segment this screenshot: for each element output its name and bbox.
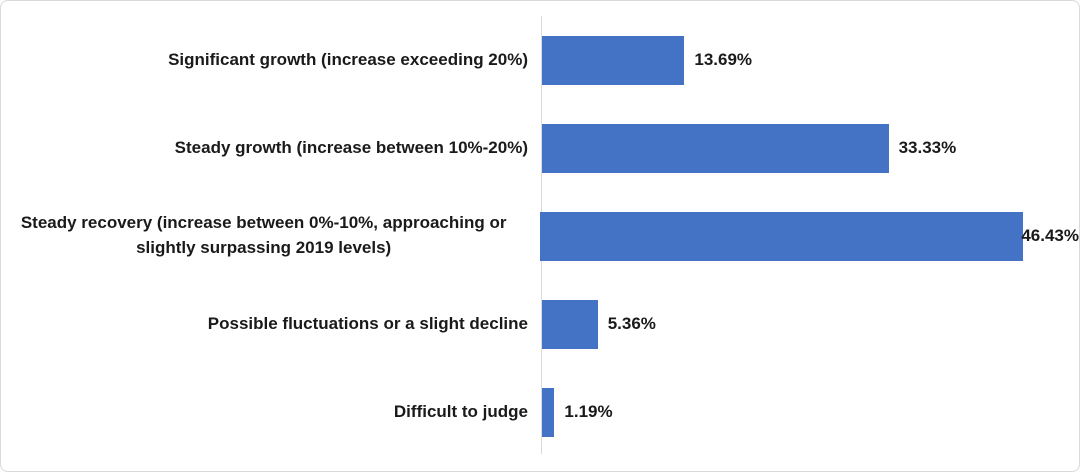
value-label: 13.69% (694, 50, 753, 69)
bar-area: 46.43% (540, 192, 1079, 280)
bar-rows-container: Significant growth (increase exceeding 2… (1, 16, 1079, 456)
bar (542, 387, 555, 437)
bar-area: 1.19% (542, 368, 1079, 456)
bar-row: Possible fluctuations or a slight declin… (1, 280, 1079, 368)
bar (542, 299, 598, 349)
bar (540, 211, 1024, 261)
bar-row: Difficult to judge 1.19% (1, 368, 1079, 456)
bar-row: Steady recovery (increase between 0%-10%… (1, 192, 1079, 280)
bar-area: 33.33% (542, 104, 1079, 192)
value-label: 46.43% (1021, 226, 1079, 245)
bar-row: Steady growth (increase between 10%-20%)… (1, 104, 1079, 192)
bar-area: 5.36% (542, 280, 1079, 368)
bar-area: 13.69% (542, 16, 1079, 104)
category-label: Possible fluctuations or a slight declin… (207, 313, 528, 333)
bar (542, 123, 889, 173)
category-label: Significant growth (increase exceeding 2… (168, 49, 528, 69)
value-label: 5.36% (607, 314, 656, 333)
bar (542, 35, 685, 85)
value-label: 33.33% (898, 138, 957, 157)
bar-row: Significant growth (increase exceeding 2… (1, 16, 1079, 104)
category-label: Difficult to judge (393, 401, 528, 421)
value-label: 1.19% (564, 402, 613, 421)
category-label: Steady recovery (increase between 0%-10%… (20, 213, 507, 257)
category-label: Steady growth (increase between 10%-20%) (174, 137, 528, 157)
